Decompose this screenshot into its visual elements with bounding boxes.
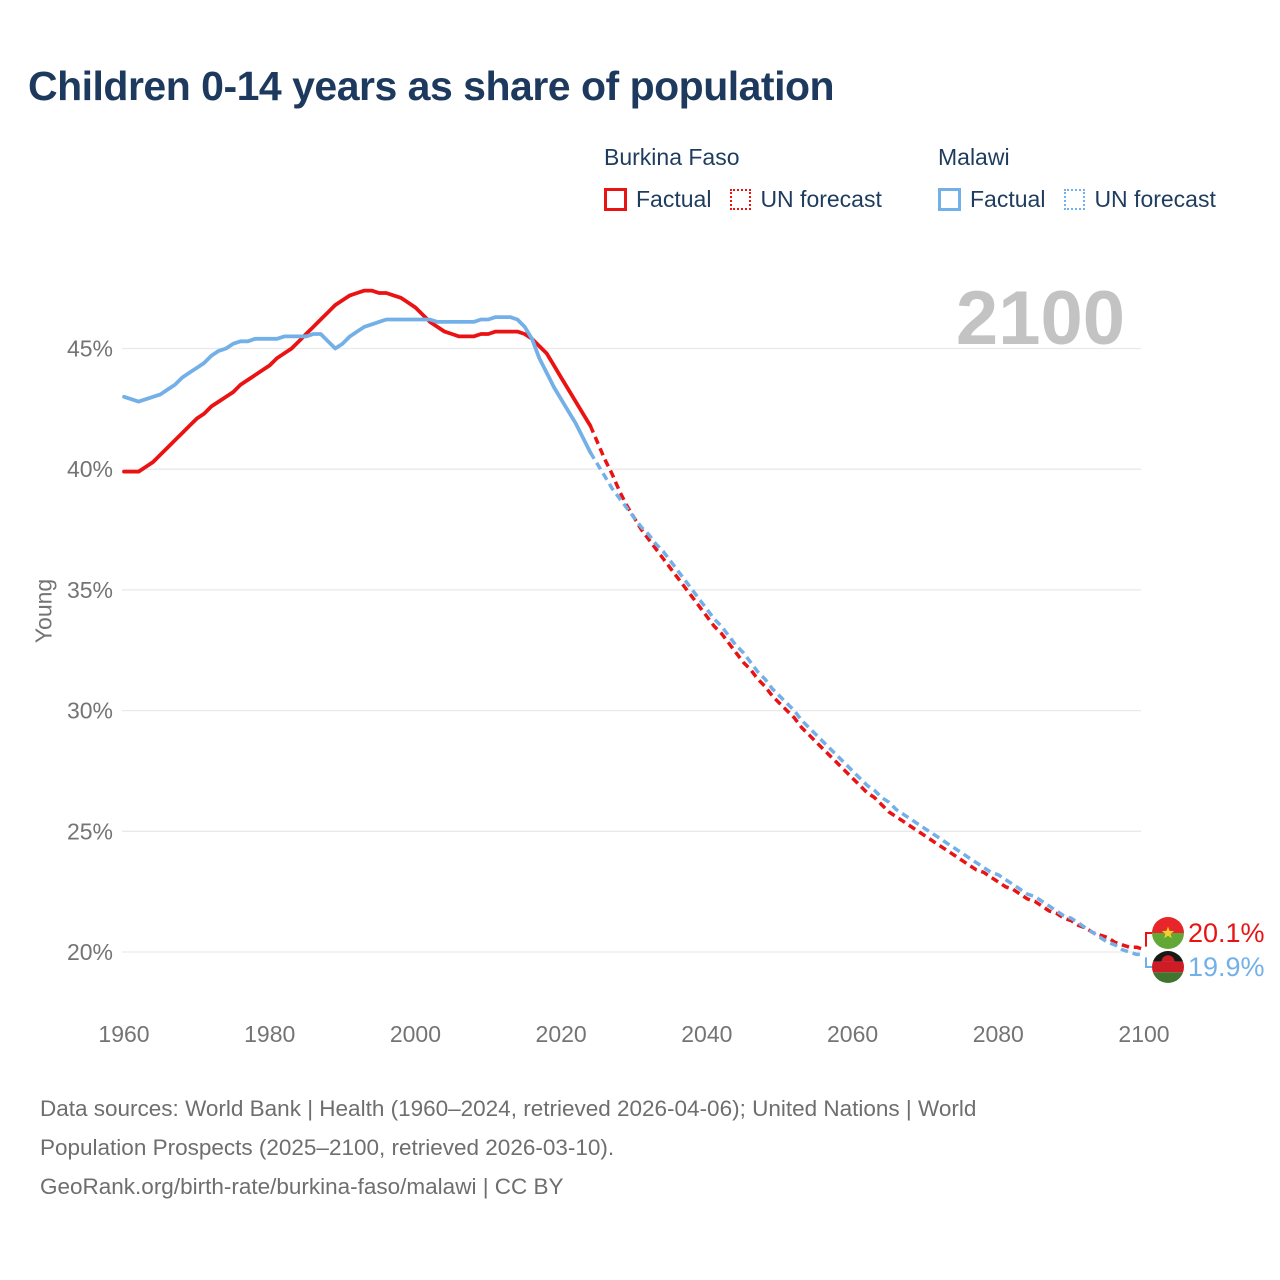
source-line: Data sources: World Bank | Health (1960–… bbox=[40, 1096, 977, 1121]
page-title: Children 0-14 years as share of populati… bbox=[28, 63, 835, 109]
y-tick-label: 40% bbox=[67, 456, 113, 482]
legend-country-label: Burkina Faso bbox=[604, 144, 740, 170]
forecast-year-watermark: 2100 bbox=[955, 276, 1125, 361]
malawi-factual-swatch-icon[interactable] bbox=[938, 188, 961, 211]
legend-country-label: Malawi bbox=[938, 144, 1010, 170]
x-tick-label: 2080 bbox=[973, 1021, 1024, 1047]
legend-group-malawi: Malawi Factual UN forecast bbox=[938, 144, 1235, 213]
burkina-faso-factual-swatch-icon[interactable] bbox=[604, 188, 627, 211]
source-line: Population Prospects (2025–2100, retriev… bbox=[40, 1135, 615, 1160]
end-value-label: 20.1% bbox=[1188, 918, 1265, 948]
end-label-connector bbox=[1145, 957, 1152, 968]
y-tick-label: 30% bbox=[67, 698, 113, 724]
x-tick-label: 2040 bbox=[681, 1021, 732, 1047]
legend-item-label[interactable]: UN forecast bbox=[760, 186, 882, 212]
legend-item-label[interactable]: UN forecast bbox=[1094, 186, 1216, 212]
legend-item-label[interactable]: Factual bbox=[636, 186, 712, 212]
legend-item-label[interactable]: Factual bbox=[970, 186, 1046, 212]
burkina-faso-flag-icon bbox=[1152, 917, 1184, 949]
x-tick-label: 1980 bbox=[244, 1021, 295, 1047]
x-tick-label: 2000 bbox=[390, 1021, 441, 1047]
x-tick-label: 2100 bbox=[1118, 1021, 1169, 1047]
y-tick-label: 45% bbox=[67, 336, 113, 362]
series-line-malawi-factual[interactable] bbox=[122, 315, 593, 455]
malawi-flag-icon bbox=[1152, 951, 1184, 983]
y-tick-label: 25% bbox=[67, 818, 113, 844]
series-line-burkina-faso-forecast[interactable] bbox=[588, 425, 1145, 952]
x-tick-label: 2060 bbox=[827, 1021, 878, 1047]
y-tick-label: 20% bbox=[67, 939, 113, 965]
malawi-forecast-swatch-icon[interactable] bbox=[1064, 189, 1086, 210]
series-line-burkina-faso-factual[interactable] bbox=[122, 288, 593, 474]
x-tick-label: 2020 bbox=[536, 1021, 587, 1047]
source-line: GeoRank.org/birth-rate/burkina-faso/mala… bbox=[40, 1174, 564, 1199]
legend-group-burkina-faso: Burkina Faso Factual UN forecast bbox=[604, 144, 901, 213]
burkina-faso-forecast-swatch-icon[interactable] bbox=[730, 189, 752, 210]
y-tick-label: 35% bbox=[67, 577, 113, 603]
series-line-malawi-forecast[interactable] bbox=[588, 451, 1144, 957]
source-note: Data sources: World Bank | Health (1960–… bbox=[40, 1089, 976, 1206]
legend: Burkina Faso Factual UN forecast Malawi … bbox=[0, 144, 1280, 224]
end-label-connector bbox=[1145, 932, 1152, 947]
x-tick-label: 1960 bbox=[98, 1021, 149, 1047]
end-value-label: 19.9% bbox=[1188, 952, 1265, 982]
